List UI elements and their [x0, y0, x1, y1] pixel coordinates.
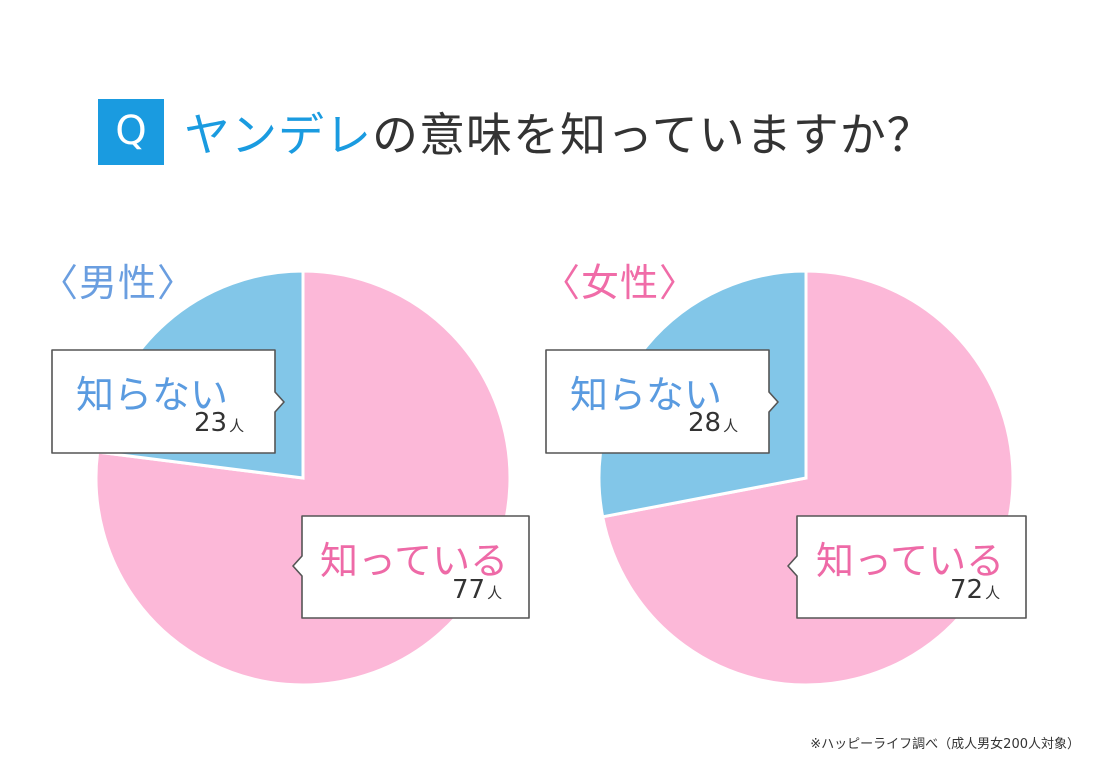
question-title: Q ヤンデレの意味を知っていますか？	[98, 98, 934, 166]
male-unknown-count: 23 人	[194, 408, 244, 438]
female-unknown-count: 28 人	[688, 408, 738, 438]
female-known-label: 知っている	[816, 539, 1005, 583]
female-unknown-box	[545, 349, 779, 454]
male-unknown-value: 23	[194, 408, 228, 438]
male-known-label: 知っている	[320, 539, 509, 583]
female-pie-chart	[597, 269, 1015, 687]
title-accent-text: ヤンデレ	[184, 108, 372, 162]
male-unknown-unit: 人	[229, 417, 245, 435]
female-unknown-value: 28	[688, 408, 722, 438]
male-chart-label: 〈男性〉	[40, 261, 197, 305]
male-unknown-label: 知らない	[76, 373, 229, 417]
male-unknown-box	[51, 349, 285, 454]
male-pie-chart	[94, 269, 512, 687]
callout-shapes	[51, 349, 1027, 619]
female-unknown-unit: 人	[723, 417, 739, 435]
title-rest-text: の意味を知っていますか？	[372, 108, 934, 162]
survey-footnote: ※ハッピーライフ調べ（成人男女200人対象）	[810, 737, 1080, 752]
title-text: ヤンデレの意味を知っていますか？	[184, 99, 934, 165]
female-unknown-label: 知らない	[570, 373, 723, 417]
female-known-unit: 人	[985, 584, 1001, 602]
female-known-count: 72 人	[950, 575, 1000, 605]
female-known-value: 72	[950, 575, 984, 605]
male-known-value: 77	[452, 575, 486, 605]
male-known-unit: 人	[487, 584, 503, 602]
female-known-box	[787, 515, 1027, 619]
female-chart-label: 〈女性〉	[542, 261, 699, 305]
male-known-count: 77 人	[452, 575, 502, 605]
q-badge: Q	[98, 99, 164, 165]
male-known-box	[292, 515, 530, 619]
